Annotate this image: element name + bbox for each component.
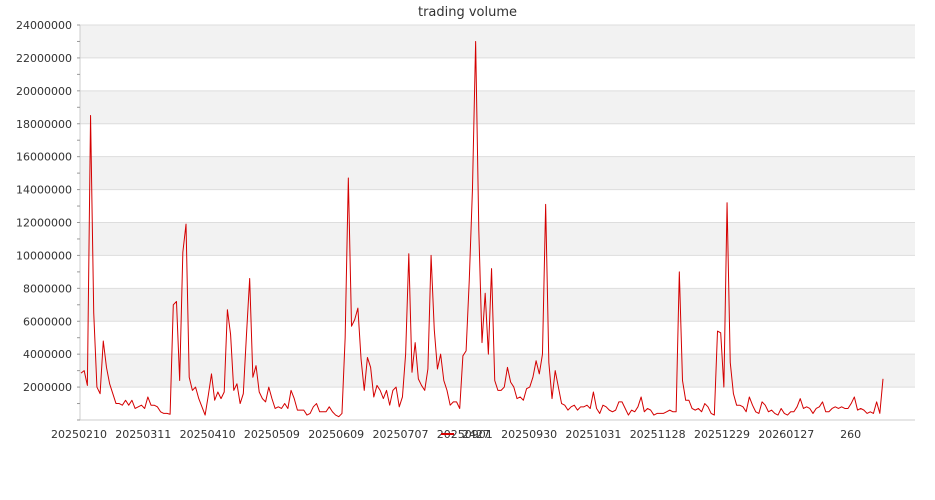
y-tick-label: 12000000 — [16, 217, 72, 230]
x-tick-label: 20251031 — [565, 428, 621, 441]
y-tick-label: 14000000 — [16, 184, 72, 197]
grid-band — [80, 222, 915, 256]
x-tick-label: 20250311 — [115, 428, 171, 441]
x-tick-label: 20251128 — [630, 428, 686, 441]
y-tick-label: 22000000 — [16, 52, 72, 65]
y-axis-ticks: 2000000 4000000 6000000 8000000 10000000 1200… — [16, 19, 80, 421]
grid-band — [80, 288, 915, 322]
y-tick-label: 2000000 — [23, 381, 72, 394]
y-tick-label: 4000000 — [23, 348, 72, 361]
legend-label: 2427 — [462, 428, 490, 441]
x-tick-label: 20250930 — [501, 428, 557, 441]
y-tick-label: 18000000 — [16, 118, 72, 131]
grid-band — [80, 25, 915, 58]
x-tick-label: 20251229 — [694, 428, 750, 441]
x-tick-label: 20260127 — [758, 428, 814, 441]
y-tick-label: 10000000 — [16, 249, 72, 262]
chart-title: trading volume — [418, 5, 517, 20]
y-tick-label: 20000000 — [16, 85, 72, 98]
grid-band — [80, 90, 915, 124]
x-tick-label: 20250509 — [244, 428, 300, 441]
y-tick-label: 24000000 — [16, 19, 72, 32]
y-tick-label: 6000000 — [23, 315, 72, 328]
x-tick-label: 20250410 — [180, 428, 236, 441]
x-tick-label: 20250210 — [51, 428, 107, 441]
x-tick-label: 260 — [840, 428, 861, 441]
grid-bands — [80, 25, 915, 388]
x-tick-label: 20250609 — [308, 428, 364, 441]
x-axis-ticks: 20250210 20250311 20250410 20250509 20250609… — [51, 428, 861, 441]
y-tick-label: 8000000 — [23, 282, 72, 295]
legend: 2427 — [441, 428, 490, 441]
x-tick-label: 20250901 — [437, 428, 493, 441]
series-line-2427 — [80, 40, 884, 418]
grid-lines — [80, 24, 915, 388]
x-tick-label: 20250707 — [373, 428, 429, 441]
grid-band — [80, 354, 915, 388]
grid-band — [80, 156, 915, 190]
y-tick-label: 16000000 — [16, 151, 72, 164]
